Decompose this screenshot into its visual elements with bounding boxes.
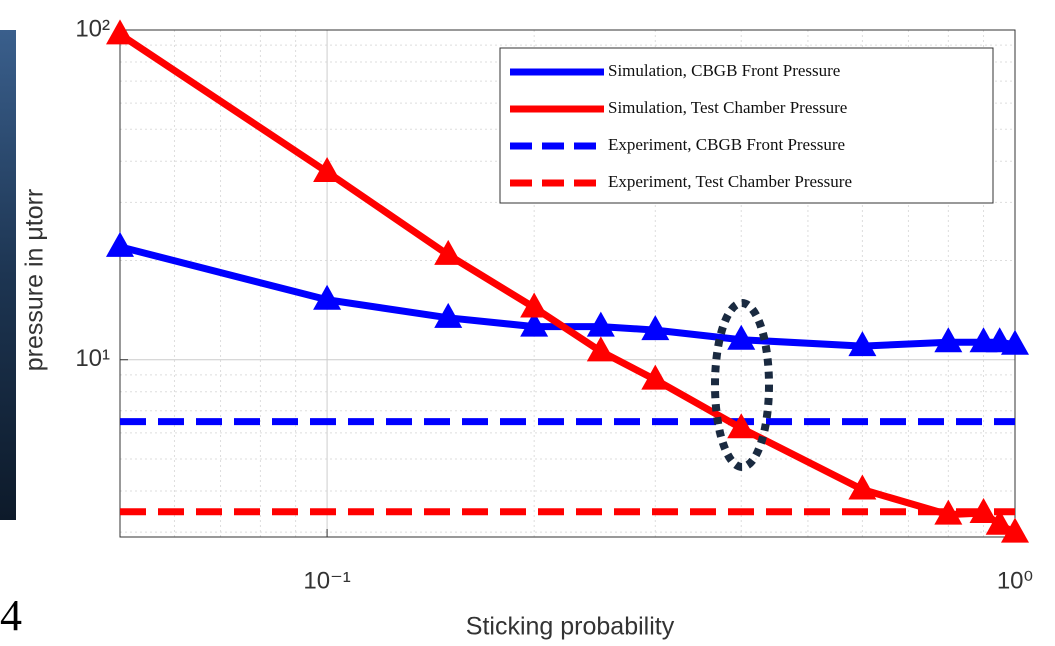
data-marker xyxy=(727,413,756,439)
x-axis-label: Sticking probability xyxy=(466,613,675,641)
x-tick-label: 10⁰ xyxy=(997,567,1033,594)
data-marker xyxy=(434,302,463,328)
data-marker xyxy=(520,292,549,318)
legend-label: Simulation, CBGB Front Pressure xyxy=(608,61,840,80)
data-marker xyxy=(313,284,342,310)
data-marker xyxy=(520,311,549,337)
background-image-strip xyxy=(0,30,16,520)
data-marker xyxy=(727,324,756,350)
legend-label: Experiment, Test Chamber Pressure xyxy=(608,172,852,191)
data-marker xyxy=(641,315,670,341)
data-marker xyxy=(313,156,342,182)
panel-label: 4 xyxy=(0,591,22,640)
data-marker xyxy=(848,474,877,500)
data-marker xyxy=(641,364,670,390)
data-marker xyxy=(106,231,134,257)
highlight-ellipse xyxy=(711,299,773,471)
y-axis-label: pressure in μtorr xyxy=(21,189,49,372)
y-tick-label: 10¹ xyxy=(75,345,110,372)
data-marker xyxy=(985,509,1014,535)
data-marker xyxy=(1001,517,1029,543)
legend-label: Simulation, Test Chamber Pressure xyxy=(608,98,847,117)
data-marker xyxy=(586,336,615,362)
x-tick-label: 10⁻¹ xyxy=(303,567,350,594)
data-marker xyxy=(586,311,615,337)
data-marker xyxy=(934,327,963,353)
data-marker xyxy=(434,239,463,265)
legend-label: Experiment, CBGB Front Pressure xyxy=(608,135,845,154)
y-tick-label: 10² xyxy=(75,15,110,42)
data-marker xyxy=(106,19,134,45)
plot-frame xyxy=(119,29,1016,538)
data-marker xyxy=(934,499,963,525)
data-marker xyxy=(1001,329,1029,355)
data-marker xyxy=(848,331,877,357)
data-marker xyxy=(969,497,998,523)
